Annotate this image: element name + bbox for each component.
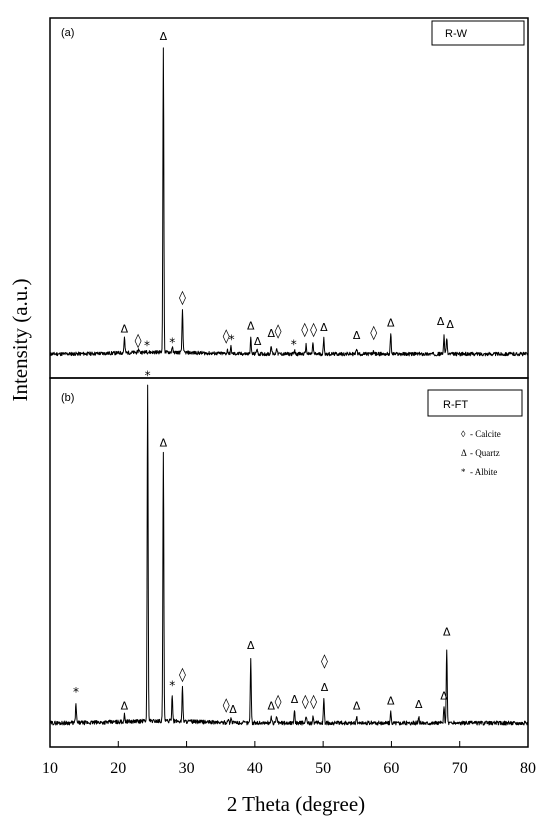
calcite-peak-marker: ◊	[179, 667, 186, 683]
sample-label-b: R-FT	[443, 399, 468, 411]
calcite-peak-marker: ◊	[301, 322, 308, 338]
legend-quartz-symbol: Δ	[461, 448, 467, 458]
albite-peak-marker: *	[169, 335, 175, 349]
quartz-peak-marker: Δ	[254, 335, 262, 348]
calcite-peak-marker: ◊	[135, 333, 142, 349]
pattern-line-b	[49, 384, 529, 726]
albite-peak-marker: *	[229, 332, 235, 346]
quartz-peak-marker: Δ	[320, 321, 328, 334]
quartz-peak-marker: Δ	[446, 318, 454, 331]
panel-a-tag: (a)	[61, 27, 74, 39]
calcite-peak-marker: ◊	[310, 322, 317, 338]
calcite-peak-marker: ◊	[223, 698, 230, 714]
calcite-peak-marker: ◊	[223, 328, 230, 344]
x-tick-label: 80	[520, 760, 536, 777]
quartz-peak-marker: Δ	[440, 689, 448, 702]
quartz-peak-marker: Δ	[291, 693, 299, 706]
panel-a-markers: Δ◊ *Δ*◊◊*ΔΔΔ ◊*◊ ◊ ΔΔ ◊Δ Δ Δ	[121, 30, 455, 353]
legend-calcite-symbol: ◊	[461, 429, 466, 439]
calcite-peak-marker: ◊	[275, 324, 282, 340]
quartz-peak-marker: Δ	[387, 694, 395, 707]
sample-label-box-b	[427, 389, 523, 417]
albite-peak-marker: *	[291, 338, 297, 352]
pattern-line-a	[49, 47, 529, 357]
albite-peak-marker: *	[145, 368, 151, 382]
calcite-peak-marker: ◊	[302, 694, 309, 710]
panel-b-markers: *Δ*Δ*◊◊ ΔΔΔ ◊ Δ ◊ ◊◊ΔΔ Δ ΔΔΔ	[73, 368, 451, 716]
quartz-peak-marker: Δ	[321, 681, 329, 694]
quartz-peak-marker: Δ	[229, 703, 237, 716]
quartz-peak-marker: Δ	[443, 625, 451, 638]
x-axis-ticks: 10 20 30 40 50 60 70 80	[42, 741, 536, 777]
quartz-peak-marker: Δ	[387, 317, 395, 330]
albite-peak-marker: *	[73, 685, 79, 699]
quartz-peak-marker: Δ	[160, 30, 168, 43]
quartz-peak-marker: Δ	[353, 700, 361, 713]
calcite-peak-marker: ◊	[275, 694, 282, 710]
quartz-peak-marker: Δ	[160, 437, 168, 450]
quartz-peak-marker: Δ	[353, 329, 361, 342]
x-tick-label: 60	[383, 760, 399, 777]
quartz-peak-marker: Δ	[267, 700, 275, 713]
albite-peak-marker: *	[169, 678, 175, 692]
quartz-peak-marker: Δ	[121, 323, 129, 336]
x-tick-label: 10	[42, 760, 58, 777]
x-axis-title: 2 Theta (degree)	[227, 792, 365, 816]
x-tick-label: 70	[452, 760, 468, 777]
quartz-peak-marker: Δ	[121, 700, 129, 713]
legend-calcite-label: - Calcite	[470, 429, 501, 439]
legend-albite-symbol: *	[461, 467, 466, 477]
sample-label-box-a	[431, 20, 525, 46]
albite-peak-marker: *	[144, 338, 150, 352]
panel-b-tag: (b)	[61, 392, 74, 404]
quartz-peak-marker: Δ	[437, 315, 445, 328]
x-tick-label: 30	[179, 760, 195, 777]
quartz-peak-marker: Δ	[247, 639, 255, 652]
panel-b-frame	[49, 377, 529, 748]
quartz-peak-marker: Δ	[267, 327, 275, 340]
legend-quartz-label: - Quartz	[470, 448, 500, 458]
quartz-peak-marker: Δ	[415, 698, 423, 711]
x-tick-label: 40	[247, 760, 263, 777]
calcite-peak-marker: ◊	[321, 654, 328, 670]
quartz-peak-marker: Δ	[247, 320, 255, 333]
calcite-peak-marker: ◊	[310, 694, 317, 710]
calcite-peak-marker: ◊	[179, 290, 186, 306]
legend-albite-label: - Albite	[470, 467, 497, 477]
sample-label-a: R-W	[445, 28, 468, 40]
x-tick-label: 50	[315, 760, 331, 777]
calcite-peak-marker: ◊	[370, 325, 377, 341]
legend: ◊ - Calcite Δ - Quartz * - Albite	[461, 429, 501, 477]
y-axis-title: Intensity (a.u.)	[8, 278, 32, 401]
x-tick-label: 20	[110, 760, 126, 777]
